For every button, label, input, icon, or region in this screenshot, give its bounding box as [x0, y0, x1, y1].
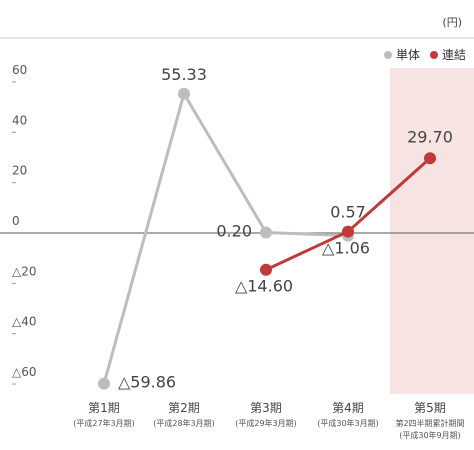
- y-tick-label: △60: [12, 365, 37, 379]
- data-point: [424, 152, 436, 165]
- data-point: [178, 87, 190, 100]
- data-label: 29.70: [407, 127, 453, 146]
- legend: 単体 連結: [383, 46, 466, 63]
- data-label: △59.86: [118, 373, 176, 392]
- data-label: 0.57: [330, 203, 366, 222]
- unit-label: (円): [442, 16, 462, 29]
- x-category-label: 第3期: [250, 401, 282, 415]
- x-category-sublabel: (平成27年3月期): [73, 418, 135, 428]
- highlight-band: [390, 68, 474, 394]
- x-category-label: 第4期: [332, 401, 364, 415]
- data-label: 55.33: [161, 65, 207, 84]
- data-label: △1.06: [322, 239, 370, 258]
- x-category-sublabel: (平成29年3月期): [235, 418, 297, 428]
- legend-item-tandoku: 単体: [383, 46, 420, 63]
- x-category-sublabel: (平成30年3月期): [317, 418, 379, 428]
- x-category-label: 第2期: [168, 401, 200, 415]
- legend-dot-icon: [383, 50, 392, 59]
- x-category-sublabel: 第2四半期累計期間: [395, 418, 464, 428]
- legend-label: 連結: [441, 48, 466, 62]
- y-tick-label: 0: [12, 214, 20, 228]
- x-category-label: 第5期: [414, 401, 446, 415]
- series-line-0: [102, 92, 349, 385]
- data-point: [260, 226, 272, 239]
- legend-label: 単体: [395, 48, 420, 62]
- data-label: 0.20: [216, 221, 252, 240]
- x-category-label: 第1期: [88, 401, 120, 415]
- x-category-sublabel: (平成30年9月期): [399, 430, 461, 440]
- y-tick-label: 60: [12, 63, 27, 77]
- data-point: [98, 377, 110, 390]
- data-point: [342, 225, 354, 238]
- x-category-sublabel: (平成28年3月期): [153, 418, 215, 428]
- y-tick-label: △20: [12, 264, 37, 278]
- legend-dot-icon: [429, 50, 438, 59]
- y-tick-label: △40: [12, 315, 37, 329]
- y-tick-label: 20: [12, 164, 27, 178]
- data-point: [260, 263, 272, 276]
- data-label: △14.60: [235, 277, 293, 296]
- y-tick-label: 40: [12, 113, 27, 127]
- legend-item-renketsu: 連結: [429, 46, 466, 63]
